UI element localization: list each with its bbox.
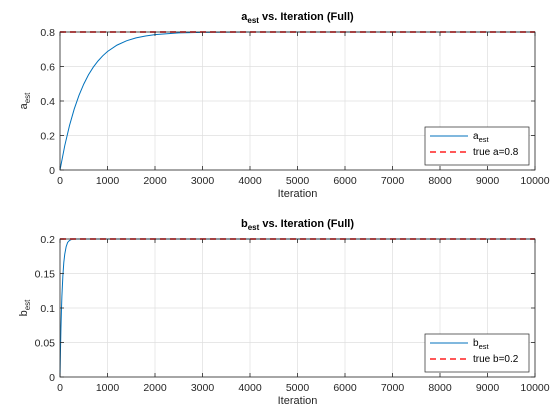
x-tick-label: 2000 (143, 382, 167, 394)
y-tick-label: 0.8 (40, 27, 55, 39)
x-tick-label: 0 (57, 382, 63, 394)
y-axis-label: aest (18, 92, 32, 110)
y-tick-label: 0.4 (40, 96, 55, 108)
y-tick-label: 0 (49, 372, 55, 384)
x-tick-label: 7000 (381, 175, 405, 187)
x-tick-label: 1000 (96, 382, 120, 394)
chart-title: best vs. Iteration (Full) (241, 218, 354, 232)
y-tick-label: 0.15 (35, 269, 56, 281)
x-tick-label: 4000 (238, 382, 262, 394)
y-tick-label: 0.2 (40, 131, 55, 143)
y-axis-label-group: aest (18, 92, 32, 110)
x-tick-label: 6000 (333, 382, 357, 394)
legend-box (424, 333, 530, 373)
x-tick-label: 6000 (333, 175, 357, 187)
x-tick-label: 8000 (428, 382, 452, 394)
legend-entry: best (473, 338, 489, 351)
legend-entry: aest (473, 131, 489, 144)
x-tick-label: 7000 (381, 382, 405, 394)
y-tick-label: 0.05 (35, 338, 56, 350)
chart-panel-2: 0 1000 2000 3000 4000 5000 6000 7000 8000 9000 100… (18, 218, 550, 407)
y-tick-label: 0.2 (40, 234, 55, 246)
legend: best true b=0.2 (424, 333, 530, 373)
x-tick-label: 1000 (96, 175, 120, 187)
x-tick-label: 3000 (191, 175, 215, 187)
x-tick-label: 0 (57, 175, 63, 187)
x-tick-label: 10000 (520, 382, 549, 394)
legend: aest true a=0.8 (424, 126, 530, 166)
y-tick-label: 0 (49, 165, 55, 177)
x-tick-label: 5000 (286, 175, 310, 187)
y-axis-label-group: best (18, 299, 32, 317)
x-tick-label: 4000 (238, 175, 262, 187)
x-axis-label: Iteration (278, 395, 318, 407)
chart-panel-1: 0 1000 2000 3000 4000 5000 6000 7000 8000 9000 100… (18, 11, 550, 200)
y-axis-label: best (18, 299, 32, 317)
x-tick-label: 10000 (520, 175, 549, 187)
x-tick-label: 8000 (428, 175, 452, 187)
chart-title: aest vs. Iteration (Full) (241, 11, 354, 25)
x-tick-label: 2000 (143, 175, 167, 187)
x-tick-label: 5000 (286, 382, 310, 394)
legend-box (424, 126, 530, 166)
x-axis-label: Iteration (278, 188, 318, 200)
legend-entry: true b=0.2 (473, 354, 519, 365)
y-tick-label: 0.1 (40, 303, 55, 315)
y-tick-label: 0.6 (40, 62, 55, 74)
x-tick-label: 9000 (476, 382, 500, 394)
x-tick-label: 3000 (191, 382, 215, 394)
x-tick-label: 9000 (476, 175, 500, 187)
legend-entry: true a=0.8 (473, 147, 519, 158)
